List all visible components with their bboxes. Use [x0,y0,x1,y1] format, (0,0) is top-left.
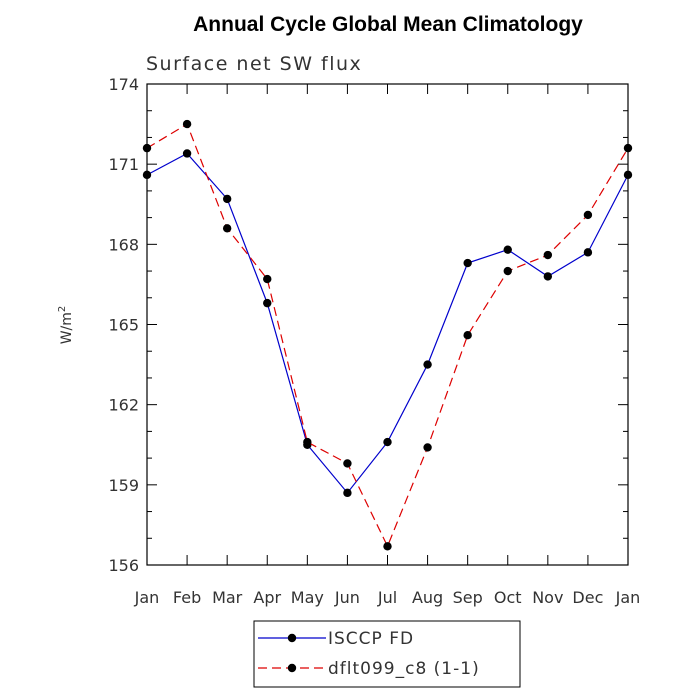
data-point-series-1 [463,258,472,268]
plot-frame [146,83,629,566]
data-point-series-1 [343,488,352,498]
data-point-series-2 [222,224,232,233]
plot-border [146,83,629,566]
x-tick-label: Oct [494,588,522,607]
data-point-series-2 [543,250,553,260]
y-tick-label: 162 [108,396,139,415]
legend-label-2: dflt099_c8 (1-1) [328,659,480,679]
x-tick-label: Nov [532,588,563,607]
y-axis-label: W/m2 [57,306,75,345]
y-tick-label: 159 [108,476,139,495]
y-tick-label: 174 [108,75,139,94]
data-point-series-1 [142,170,152,180]
data-point-series-2 [142,143,152,153]
x-tick-label: Jun [334,588,360,607]
data-point-series-1 [423,360,432,369]
x-tick-label: Sep [453,588,483,607]
data-point-series-2 [263,274,272,284]
data-point-series-1 [503,245,512,254]
data-point-series-2 [423,443,432,452]
y-tick-label: 156 [108,556,139,575]
data-point-series-1 [623,170,633,180]
x-tick-label: Jul [377,588,397,607]
data-point-series-2 [383,542,392,551]
data-point-series-1 [543,272,553,281]
x-tick-label: Jan [134,588,160,607]
y-axis-label-superscript: 2 [57,306,68,312]
data-point-series-2 [343,459,352,468]
y-tick-label: 171 [108,155,139,174]
series-line-2 [146,123,629,548]
x-tick-label: Mar [212,588,243,607]
data-point-series-2 [583,210,593,220]
x-axis: Jan Feb Mar Apr May Jun Jul Aug Sep Oct Nov Dec Jan [134,84,641,607]
x-tick-label: Jan [615,588,641,607]
data-point-series-1 [182,149,192,158]
x-tick-label: Aug [412,588,443,607]
legend: ISCCP FD dflt099_c8 (1-1) [253,620,521,688]
legend-marker-2 [287,663,297,673]
legend-marker-1 [287,633,297,643]
x-tick-label: Apr [253,588,281,607]
y-axis: 156 159 162 165 168 171 174 [108,75,628,575]
data-point-series-2 [623,143,633,153]
data-point-series-2 [463,330,472,340]
data-point-series-2 [182,119,192,129]
data-point-series-1 [222,194,232,204]
x-tick-label: Feb [173,588,201,607]
data-point-series-2 [303,437,312,447]
x-tick-label: Dec [572,588,603,607]
y-tick-label: 168 [108,235,139,254]
y-tick-label: 165 [108,316,139,335]
x-tick-label: May [291,588,324,607]
legend-label-1: ISCCP FD [328,629,414,649]
data-point-series-1 [583,248,593,257]
chart-title: Annual Cycle Global Mean Climatology [193,13,583,36]
series-layer [142,119,633,551]
data-point-series-1 [263,298,272,308]
y-axis-label-text: W/m [59,312,75,344]
chart-subtitle: Surface net SW flux [146,53,362,75]
data-point-series-2 [503,266,512,276]
data-point-series-1 [383,437,392,447]
legend-box [253,620,521,688]
